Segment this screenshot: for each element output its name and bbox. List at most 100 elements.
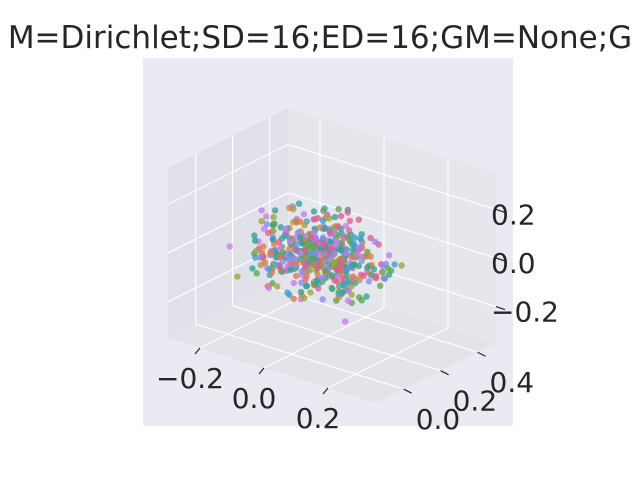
x-grid-line [263,307,385,369]
scatter-point [348,283,355,290]
scatter-point [313,277,321,284]
scatter-point [319,234,327,241]
scatter-point [287,238,294,245]
scatter-point [328,254,335,261]
scatter-point [303,273,310,280]
scatter-point [302,261,310,268]
scatter-point [391,261,398,268]
scatter-point [321,250,328,257]
x-tick-mark [194,347,201,355]
x-tick-label: −0.2 [156,362,224,395]
scatter-point [293,272,300,280]
scatter-point [367,271,375,279]
chart-title: M=Dirichlet;SD=16;ED=16;GM=None;G [7,20,633,56]
scatter-point [337,262,344,269]
scatter-point [360,272,367,279]
scatter-point [356,276,363,284]
scatter-point [377,282,384,289]
scatter-point [320,207,327,214]
scatter-point [329,285,336,293]
scatter-point [387,267,395,274]
scatter-point [372,238,379,245]
scatter-point [252,248,259,255]
floor-pane [168,278,496,403]
scatter-point [350,240,358,247]
scatter-point [367,253,374,260]
scatter-point [355,244,362,252]
y-tick-label: 0.4 [490,366,535,399]
scatter-point [277,264,284,272]
z-tick-label: 0.0 [491,247,536,280]
scatter-point [327,238,334,245]
scatter-point [319,217,326,224]
scatter-point [298,268,305,275]
y-tick-mark [440,370,449,376]
scatter-point [251,232,258,239]
scatter-point [370,266,378,273]
x-tick-label: 0.0 [232,382,277,415]
scatter-point [258,207,265,214]
scatter-point [346,217,354,225]
x-grid-line [327,327,449,389]
data-points [226,200,405,325]
scatter-point [349,273,357,280]
x-tick-mark [258,367,265,375]
scatter-point [364,248,371,255]
y-tick-mark [477,351,486,357]
y-tick-mark [403,388,412,394]
scatter-point [226,243,233,250]
scatter-point [363,293,370,300]
scatter-point [338,230,345,237]
scatter-point [302,247,309,254]
y-tick-label: 0.0 [416,403,461,436]
scatter-point [251,237,259,244]
scatter-point [276,253,284,261]
scatter-point [338,247,345,254]
scatter-point [310,261,317,268]
scatter-point [258,218,265,225]
scatter-point [253,270,260,277]
scatter-point [337,212,345,220]
scatter-point [344,297,352,304]
scatter-point [364,264,371,271]
scatter-point [290,218,297,226]
scatter-point [269,236,276,243]
scatter-point [298,240,305,247]
scatter-point [265,266,273,273]
scatter-point [263,213,270,220]
scatter-point [279,249,287,256]
scatter-point [348,254,355,261]
y-tick-label: 0.2 [453,385,498,418]
scatter-point [326,215,333,222]
scatter-point [257,254,264,261]
scatter-point [286,246,293,253]
scatter-point [310,208,318,215]
scatter-point [265,284,273,292]
z-grid-line [167,143,289,205]
scatter-point [333,266,340,273]
scatter-point [234,273,241,280]
scatter-point [372,272,380,280]
scatter-point [343,266,351,274]
scatter-point [332,241,339,249]
scatter-point [338,255,345,262]
scatter-point [331,213,339,221]
scatter-point [267,249,274,256]
scatter-point [398,262,405,269]
y-grid-line [195,323,404,390]
scatter-point [252,254,259,261]
scatter-point [316,245,324,252]
scatter-point [270,214,277,221]
scatter-point [367,234,374,242]
scatter-point [301,294,308,302]
scatter-point [355,216,362,223]
scatter-point [271,220,278,227]
scatter-point [357,235,364,242]
scatter-point [288,255,295,262]
scatter-point [286,291,293,299]
scatter-point [279,258,287,265]
scatter-point [326,229,334,236]
scatter-point [290,279,297,287]
scatter-point [304,267,311,274]
scatter-point [297,250,304,257]
